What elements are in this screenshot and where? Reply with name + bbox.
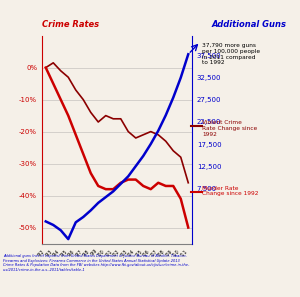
- Text: Crime Rates: Crime Rates: [42, 20, 99, 29]
- Text: Murder Rate
Change since 1992: Murder Rate Change since 1992: [202, 186, 259, 196]
- Text: Additional guns (net of exports) from United States Department of Justice Bureau: Additional guns (net of exports) from Un…: [3, 254, 189, 272]
- Text: Violent Crime
Rate Change since
1992: Violent Crime Rate Change since 1992: [202, 120, 258, 137]
- Text: 37,790 more guns
per 100,000 people
in 2011 compared
to 1992: 37,790 more guns per 100,000 people in 2…: [202, 43, 261, 65]
- Text: Additional Guns: Additional Guns: [212, 20, 286, 29]
